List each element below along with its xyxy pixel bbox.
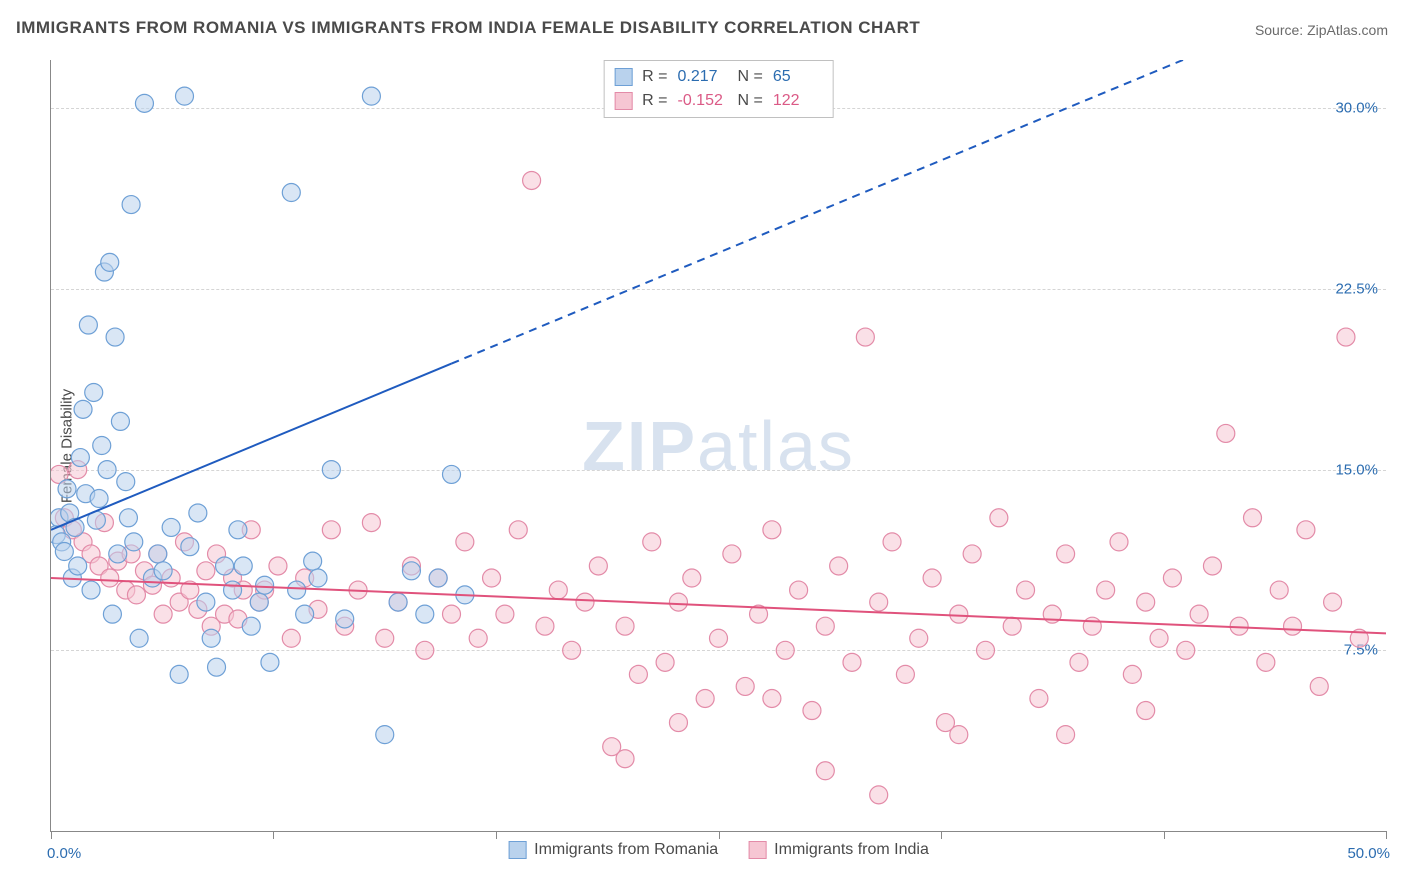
n-value-india: 122 — [773, 92, 823, 110]
x-tick — [273, 831, 274, 839]
gridline — [51, 650, 1386, 651]
swatch-romania-icon — [614, 68, 632, 86]
legend-label-india: Immigrants from India — [774, 841, 929, 859]
x-tick — [496, 831, 497, 839]
scatter-layer — [51, 60, 1386, 831]
stats-legend: R = 0.217 N = 65 R = -0.152 N = 122 — [603, 60, 834, 118]
legend-item-romania: Immigrants from Romania — [508, 841, 718, 859]
swatch-india-icon — [748, 841, 766, 859]
chart-title: IMMIGRANTS FROM ROMANIA VS IMMIGRANTS FR… — [16, 18, 920, 38]
x-tick — [719, 831, 720, 839]
x-axis-min-label: 0.0% — [47, 845, 81, 862]
watermark-bold: ZIP — [582, 407, 697, 485]
source-label: Source: ZipAtlas.com — [1255, 22, 1388, 38]
y-tick-label: 7.5% — [1344, 642, 1378, 659]
r-value-romania: 0.217 — [678, 68, 728, 86]
x-tick — [51, 831, 52, 839]
gridline — [51, 289, 1386, 290]
watermark: ZIPatlas — [582, 406, 855, 486]
y-tick-label: 30.0% — [1335, 100, 1378, 117]
swatch-romania-icon — [508, 841, 526, 859]
legend-item-india: Immigrants from India — [748, 841, 929, 859]
y-tick-label: 15.0% — [1335, 461, 1378, 478]
chart-container: IMMIGRANTS FROM ROMANIA VS IMMIGRANTS FR… — [0, 0, 1406, 892]
x-tick — [1386, 831, 1387, 839]
x-tick — [941, 831, 942, 839]
x-axis-max-label: 50.0% — [1347, 845, 1390, 862]
watermark-light: atlas — [697, 407, 855, 485]
x-tick — [1164, 831, 1165, 839]
stats-row-india: R = -0.152 N = 122 — [614, 89, 823, 113]
plot-area: ZIPatlas R = 0.217 N = 65 R = -0.152 N =… — [50, 60, 1386, 832]
series-legend: Immigrants from Romania Immigrants from … — [508, 841, 929, 859]
n-label: N = — [738, 92, 763, 110]
r-label: R = — [642, 92, 667, 110]
r-value-india: -0.152 — [678, 92, 728, 110]
y-tick-label: 22.5% — [1335, 280, 1378, 297]
stats-row-romania: R = 0.217 N = 65 — [614, 65, 823, 89]
legend-label-romania: Immigrants from Romania — [534, 841, 718, 859]
regression-layer — [51, 60, 1386, 831]
n-value-romania: 65 — [773, 68, 823, 86]
r-label: R = — [642, 68, 667, 86]
swatch-india-icon — [614, 92, 632, 110]
gridline — [51, 470, 1386, 471]
n-label: N = — [738, 68, 763, 86]
